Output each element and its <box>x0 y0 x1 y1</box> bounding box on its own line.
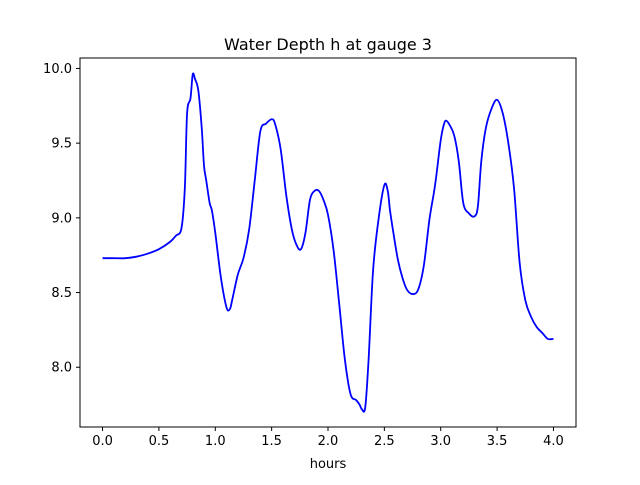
x-axis-ticks: 0.0 0.5 1.0 1.5 2.0 2.5 3.0 3.5 4.0 <box>92 427 564 449</box>
x-tick-label: 0.0 <box>92 434 113 449</box>
x-tick-label: 2.0 <box>318 434 339 449</box>
x-tick-label: 3.0 <box>430 434 451 449</box>
y-tick-label: 10.0 <box>43 62 72 77</box>
x-tick-label: 1.5 <box>261 434 282 449</box>
y-tick-label: 8.5 <box>51 286 72 301</box>
plot-background <box>80 58 576 427</box>
series-line <box>102 72 554 413</box>
y-tick-label: 9.0 <box>51 211 72 226</box>
x-tick-label: 1.0 <box>205 434 226 449</box>
y-tick-label: 8.0 <box>51 361 72 376</box>
y-tick-label: 9.5 <box>51 137 72 152</box>
series-layer <box>102 72 554 413</box>
x-tick-label: 0.5 <box>149 434 170 449</box>
x-tick-label: 4.0 <box>543 434 564 449</box>
x-tick-label: 3.5 <box>487 434 508 449</box>
x-axis-label: hours <box>310 457 347 472</box>
y-axis-ticks: 8.0 8.5 9.0 9.5 10.0 <box>43 62 80 376</box>
chart-title: Water Depth h at gauge 3 <box>224 35 432 54</box>
x-tick-label: 2.5 <box>374 434 395 449</box>
plot-frame <box>79 57 577 428</box>
